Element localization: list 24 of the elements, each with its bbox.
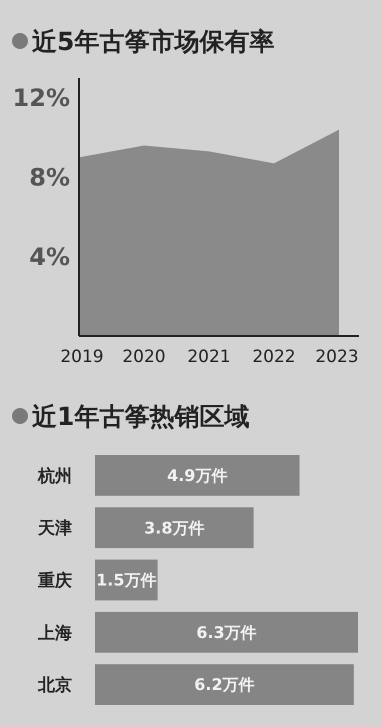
y-tick-label: 天津 [37, 518, 72, 539]
x-tick-label: 2019 [60, 347, 104, 367]
x-tick-label: 2021 [187, 347, 231, 367]
chart-title: 近5年古筝市场保有率 [32, 27, 274, 56]
y-tick-label: 杭州 [37, 466, 72, 486]
y-tick-label: 上海 [37, 623, 72, 644]
bar [95, 507, 254, 548]
data-label: 3.8万件 [144, 518, 204, 538]
data-label: 6.3万件 [196, 622, 257, 642]
data-label: 1.5万件 [96, 570, 156, 590]
bar [95, 612, 358, 653]
y-tick-label: 北京 [37, 676, 72, 696]
chart-title: 近1年古筝热销区域 [32, 402, 250, 431]
bar [95, 664, 354, 705]
data-label: 6.2万件 [194, 675, 255, 694]
y-tick-label: 重庆 [37, 570, 72, 591]
x-tick-label: 2020 [122, 347, 166, 367]
x-tick-label: 2022 [252, 347, 296, 367]
y-tick-label: 4% [29, 243, 70, 272]
data-label: 4.9万件 [167, 466, 228, 485]
x-tick-label: 2023 [315, 347, 359, 367]
bar [95, 455, 300, 496]
y-tick-label: 12% [12, 84, 70, 112]
y-tick-label: 8% [29, 164, 70, 192]
